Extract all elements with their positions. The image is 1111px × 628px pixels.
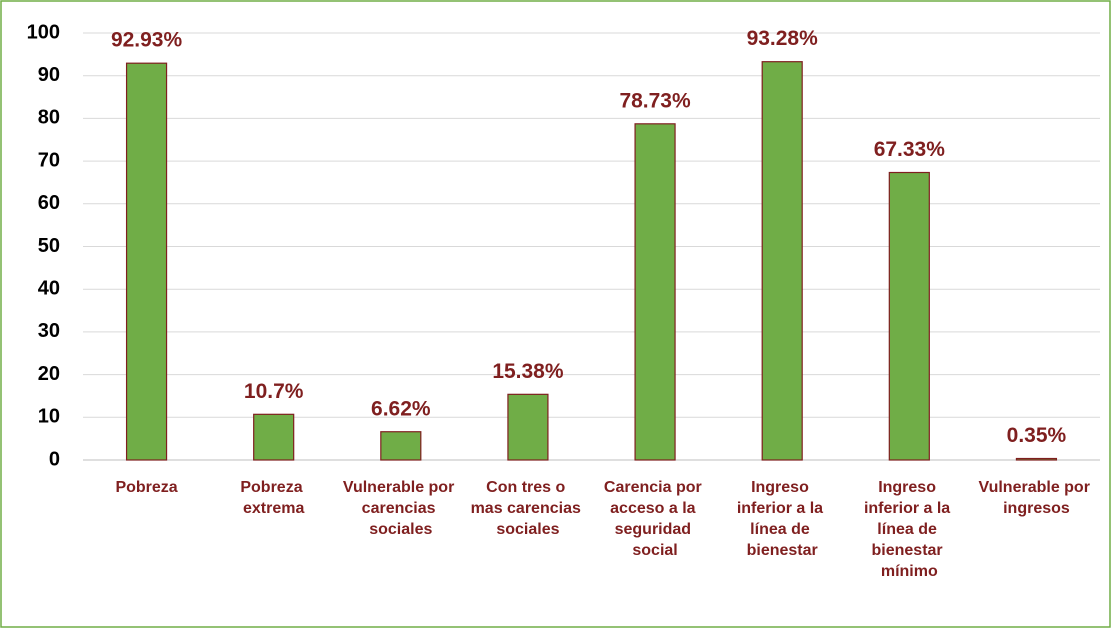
value-label: 0.35%	[1007, 424, 1067, 447]
value-label: 6.62%	[371, 397, 431, 420]
x-tick-label: Ingreso inferior a la línea de bienestar…	[864, 479, 955, 580]
bar	[125, 62, 168, 461]
x-tick-label: Pobreza	[115, 479, 177, 496]
bar	[1015, 457, 1058, 461]
y-tick-label: 80	[38, 107, 60, 129]
bar	[634, 123, 676, 461]
y-tick-label: 0	[49, 448, 60, 470]
y-tick-label: 10	[38, 406, 60, 428]
value-label: 10.7%	[244, 380, 304, 403]
x-tick-label: Con tres o mas carencias sociales	[471, 479, 586, 538]
value-label: 67.33%	[874, 138, 946, 161]
bar	[380, 431, 422, 461]
value-label: 15.38%	[492, 360, 564, 383]
bar	[888, 171, 930, 461]
value-label: 78.73%	[619, 89, 691, 112]
value-label: 93.28%	[747, 27, 819, 50]
x-tick-label: Carencia por acceso a la seguridad socia…	[604, 479, 706, 559]
y-tick-label: 50	[38, 235, 60, 257]
value-label: 92.93%	[111, 29, 183, 52]
y-tick-label: 30	[38, 320, 60, 342]
y-tick-label: 40	[38, 277, 60, 299]
bar	[761, 61, 803, 461]
y-tick-label: 60	[38, 192, 60, 214]
y-tick-label: 70	[38, 149, 60, 171]
x-tick-label: Ingreso inferior a la línea de bienestar	[737, 479, 828, 559]
y-tick-label: 90	[38, 64, 60, 86]
bar	[507, 393, 549, 461]
bar	[253, 413, 295, 461]
y-tick-label: 20	[38, 363, 60, 385]
x-tick-label: Vulnerable por carencias sociales	[343, 479, 459, 538]
x-tick-label: Pobreza extrema	[240, 479, 307, 517]
x-tick-label: Vulnerable por ingresos	[979, 479, 1095, 517]
y-tick-label: 100	[27, 21, 60, 43]
